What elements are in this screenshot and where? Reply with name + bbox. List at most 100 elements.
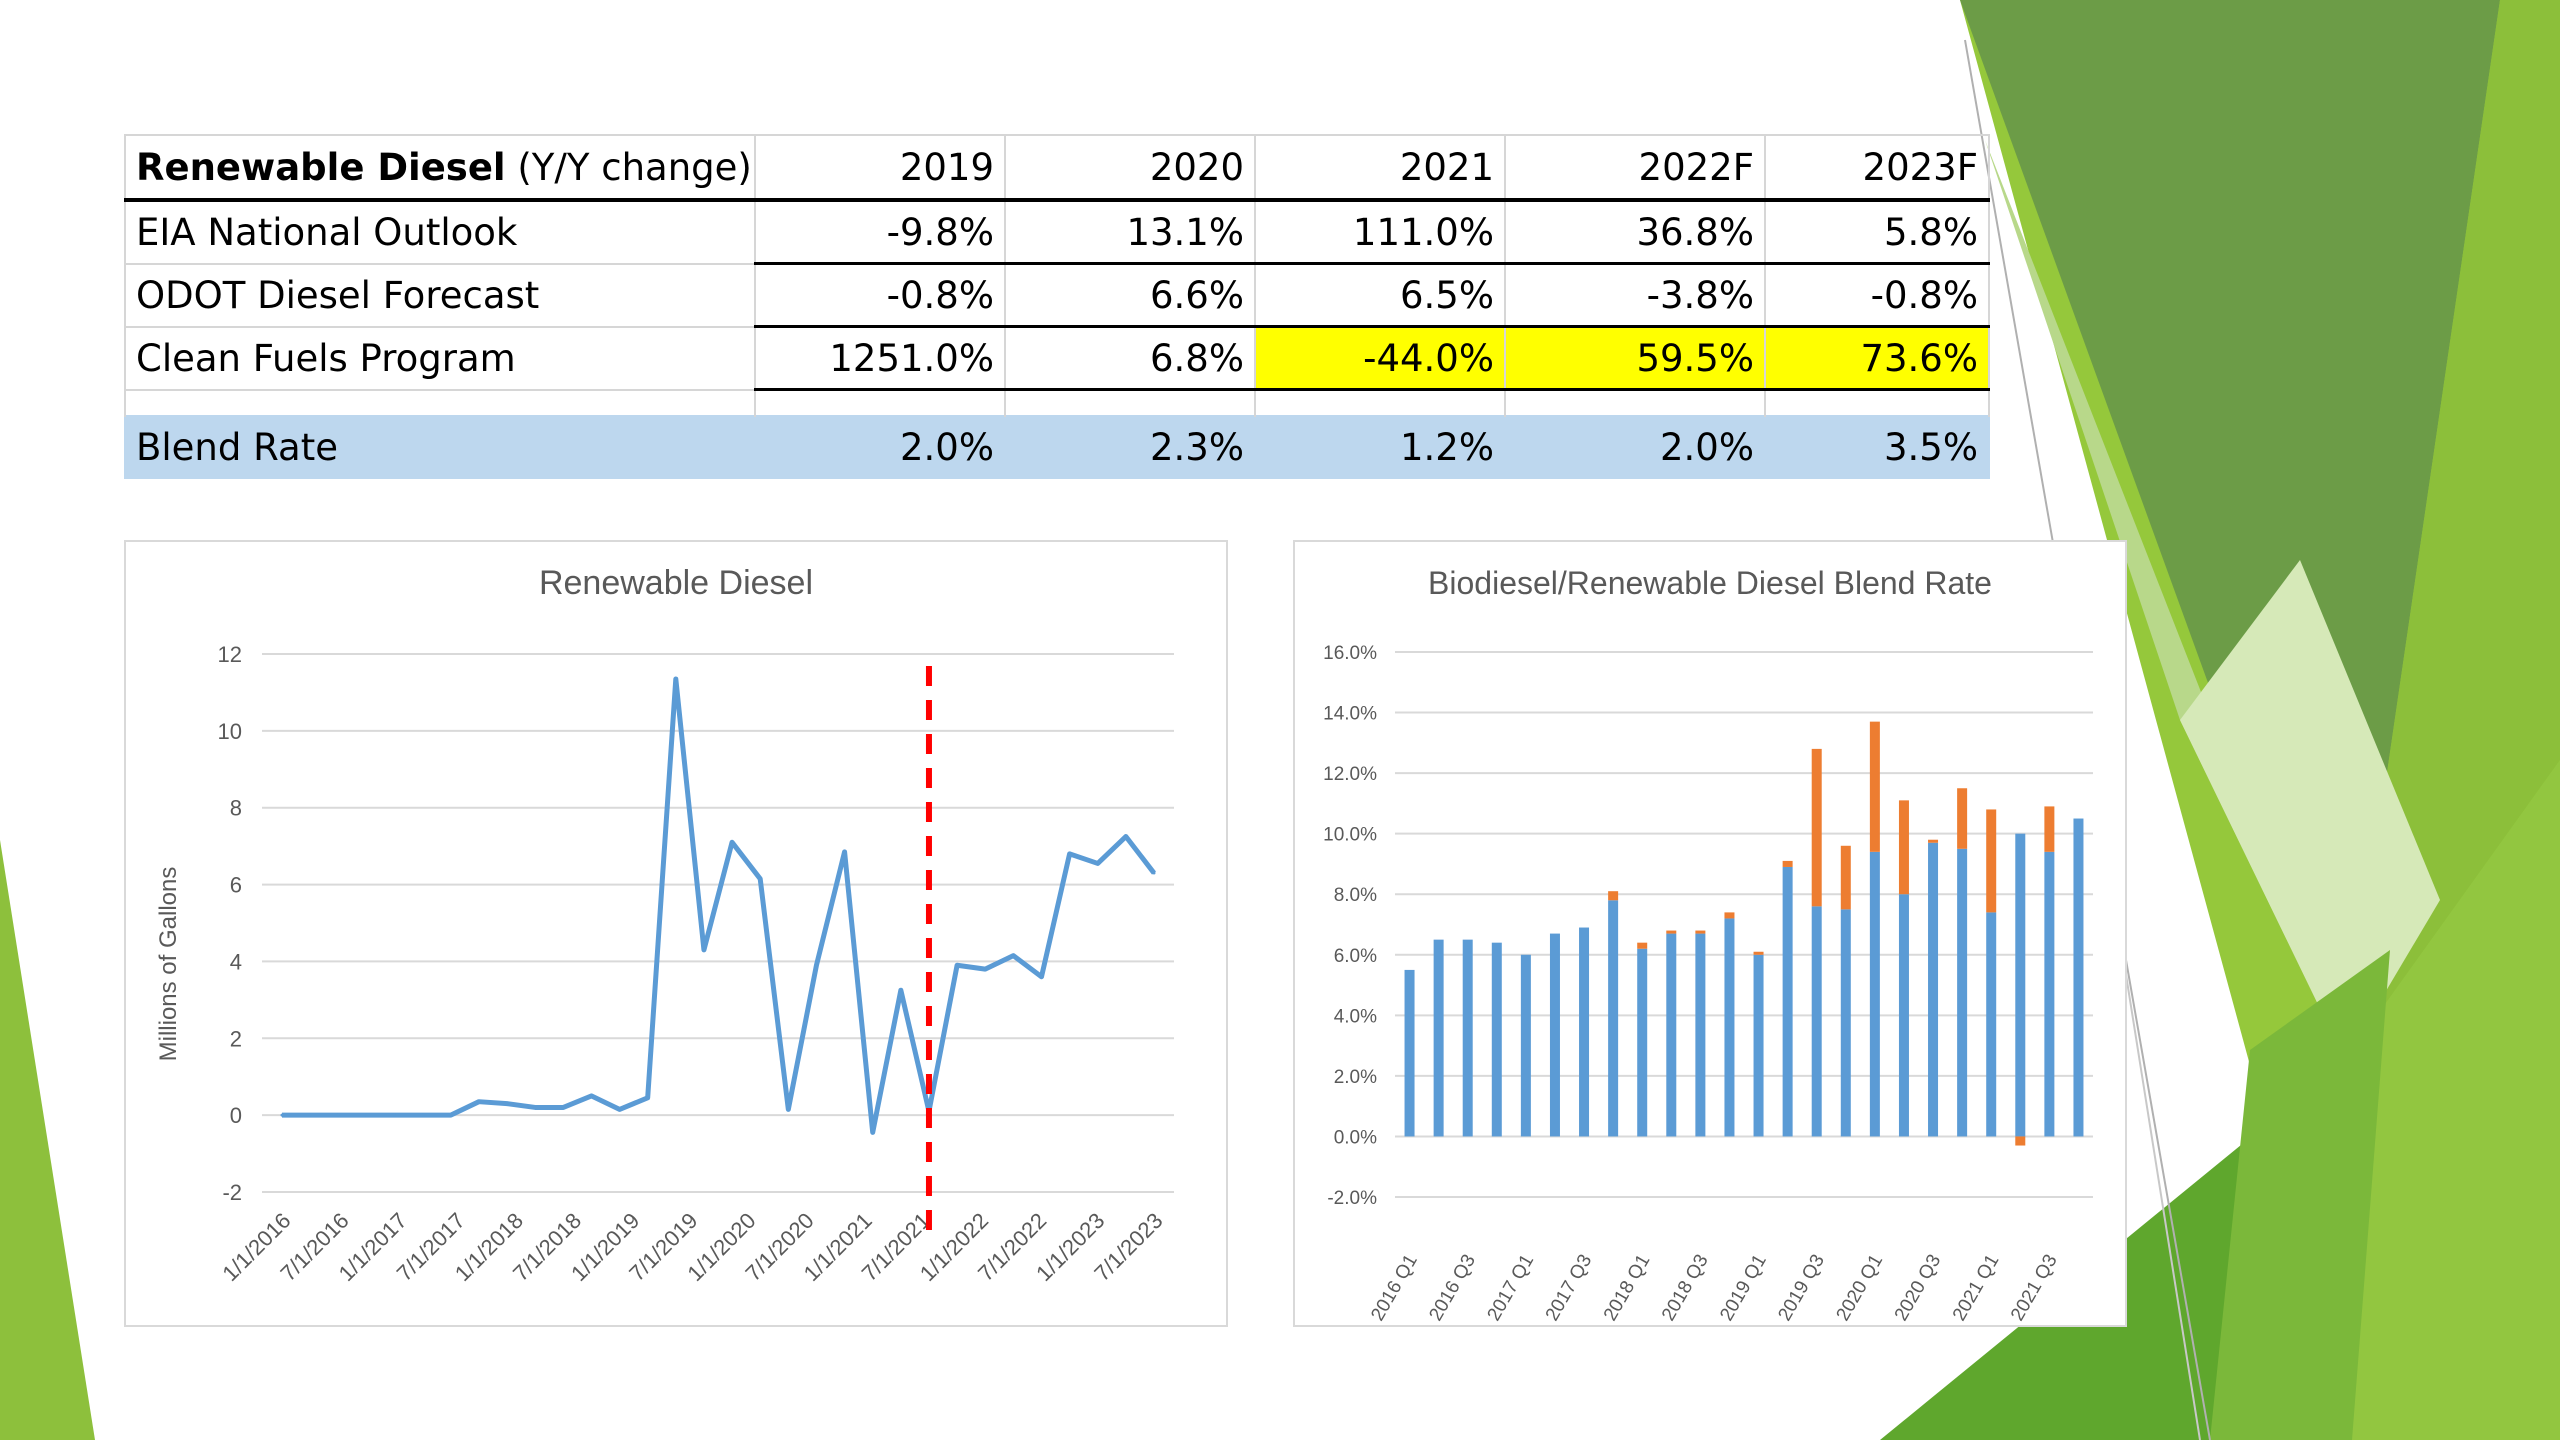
x-tick-label: 2019 Q3 bbox=[1774, 1251, 1829, 1325]
y-tick-label: 2.0% bbox=[1334, 1067, 1377, 1088]
y-tick-label: 10 bbox=[218, 719, 242, 744]
data-point bbox=[1124, 835, 1128, 839]
data-point bbox=[589, 1094, 593, 1098]
row-label: EIA National Outlook bbox=[124, 199, 756, 265]
data-point bbox=[843, 850, 847, 854]
x-tick-label: 2021 Q3 bbox=[2007, 1251, 2062, 1325]
data-point bbox=[646, 1096, 650, 1100]
bar-segment-blue bbox=[1811, 906, 1822, 1137]
bar-segment-orange bbox=[1928, 839, 1939, 843]
bar-segment-orange bbox=[1869, 721, 1880, 852]
header-year: 2022F bbox=[1504, 134, 1766, 202]
y-tick-label: 0.0% bbox=[1334, 1127, 1377, 1148]
bar-segment-blue bbox=[1928, 842, 1939, 1137]
data-point bbox=[1039, 975, 1043, 979]
x-tick-label: 2020 Q3 bbox=[1891, 1251, 1946, 1325]
table-header-label: Renewable Diesel (Y/Y change) bbox=[124, 134, 756, 202]
bar-segment-orange bbox=[1608, 891, 1619, 901]
data-point bbox=[1152, 871, 1156, 875]
decor-green-slice bbox=[2345, 0, 2560, 1060]
header-year: 2020 bbox=[1004, 134, 1256, 202]
data-point bbox=[449, 1113, 453, 1117]
chart-title: Renewable Diesel bbox=[539, 564, 813, 602]
data-point bbox=[308, 1113, 312, 1117]
y-tick-label: 2 bbox=[230, 1026, 242, 1051]
line-chart-svg: Renewable Diesel Millions of Gallons 12 1… bbox=[155, 564, 1174, 1286]
cell-value: 3.5% bbox=[1764, 415, 1990, 479]
y-tick-label: -2 bbox=[222, 1180, 242, 1205]
x-tick-label: 2017 Q3 bbox=[1542, 1251, 1597, 1325]
header-year: 2023F bbox=[1764, 134, 1990, 202]
bar-segment-blue bbox=[1608, 900, 1619, 1137]
data-point bbox=[477, 1100, 481, 1104]
row-label: Blend Rate bbox=[124, 415, 756, 479]
cell-value-highlighted: 59.5% bbox=[1504, 325, 1766, 391]
x-tick-label: 2016 Q3 bbox=[1425, 1251, 1480, 1325]
y-tick-label: 6 bbox=[230, 873, 242, 898]
bar-segment-orange bbox=[1840, 845, 1851, 910]
data-point bbox=[393, 1113, 397, 1117]
bar-segment-blue bbox=[1520, 954, 1531, 1137]
y-tick-label: 6.0% bbox=[1334, 946, 1377, 967]
cell-value: -0.8% bbox=[754, 262, 1006, 328]
data-point bbox=[871, 1130, 875, 1134]
bar-segment-orange bbox=[1637, 942, 1648, 949]
bar-segment-orange bbox=[1753, 951, 1764, 955]
bar-segment-orange bbox=[1898, 800, 1909, 895]
decor-pale-band bbox=[2180, 560, 2440, 1060]
y-tick-label: 8.0% bbox=[1334, 885, 1377, 906]
bar-segment-blue bbox=[1753, 954, 1764, 1137]
bar-segment-orange bbox=[2044, 806, 2055, 852]
bar-segment-blue bbox=[1986, 912, 1997, 1137]
row-label: Clean Fuels Program bbox=[124, 325, 756, 391]
bar-segment-blue bbox=[2044, 851, 2055, 1137]
bar-segment-blue bbox=[1404, 969, 1415, 1137]
cell-value: -3.8% bbox=[1504, 262, 1766, 328]
bar-segment-blue bbox=[1695, 933, 1706, 1137]
bar-segment-orange bbox=[1957, 788, 1968, 849]
renewable-diesel-line-chart: Renewable Diesel Millions of Gallons 12 1… bbox=[124, 540, 1228, 1327]
bar-segment-blue bbox=[2073, 818, 2084, 1137]
data-point bbox=[533, 1105, 537, 1109]
cell-value: 6.6% bbox=[1004, 262, 1256, 328]
x-tick-label: 2018 Q1 bbox=[1600, 1251, 1655, 1325]
bar-segment-blue bbox=[1549, 933, 1560, 1137]
bar-segment-orange bbox=[1724, 912, 1735, 919]
bar-segment-orange bbox=[1695, 930, 1706, 934]
cell-value: 5.8% bbox=[1764, 199, 1990, 265]
table-row: ODOT Diesel Forecast -0.8% 6.6% 6.5% -3.… bbox=[124, 262, 1990, 328]
y-tick-label: 14.0% bbox=[1323, 704, 1377, 725]
bar-segment-blue bbox=[1724, 918, 1735, 1137]
x-tick-label: 2018 Q3 bbox=[1658, 1251, 1713, 1325]
chart-title: Biodiesel/Renewable Diesel Blend Rate bbox=[1428, 565, 1992, 601]
y-tick-label: 12.0% bbox=[1323, 764, 1377, 785]
decor-left-triangle bbox=[0, 840, 95, 1440]
y-tick-label: 8 bbox=[230, 796, 242, 821]
data-point bbox=[702, 948, 706, 952]
decor-lower-right bbox=[2345, 760, 2560, 1440]
cell-value: 36.8% bbox=[1504, 199, 1766, 265]
cell-value: 1.2% bbox=[1254, 415, 1506, 479]
row-label: ODOT Diesel Forecast bbox=[124, 262, 756, 328]
data-point bbox=[1011, 954, 1015, 958]
y-axis-label: Millions of Gallons bbox=[155, 867, 182, 1062]
cell-value: 2.0% bbox=[1504, 415, 1766, 479]
bar-segment-blue bbox=[1433, 939, 1444, 1137]
y-tick-label: 10.0% bbox=[1323, 825, 1377, 846]
data-point bbox=[674, 677, 678, 681]
bar-segment-orange bbox=[1811, 748, 1822, 907]
cell-value: 6.5% bbox=[1254, 262, 1506, 328]
table-header-row: Renewable Diesel (Y/Y change) 2019 2020 … bbox=[124, 134, 1990, 202]
y-tick-label: 0 bbox=[230, 1103, 242, 1128]
data-point bbox=[505, 1102, 509, 1106]
data-point bbox=[814, 963, 818, 967]
data-point bbox=[561, 1105, 565, 1109]
x-tick-label: 2021 Q1 bbox=[1949, 1251, 2004, 1325]
data-point bbox=[899, 988, 903, 992]
bar-segment-blue bbox=[1898, 894, 1909, 1137]
x-tick-label: 2020 Q1 bbox=[1833, 1251, 1888, 1325]
data-point bbox=[421, 1113, 425, 1117]
cell-value: -0.8% bbox=[1764, 262, 1990, 328]
bar-segment-blue bbox=[1840, 909, 1851, 1137]
x-tick-label: 2017 Q1 bbox=[1484, 1251, 1539, 1325]
